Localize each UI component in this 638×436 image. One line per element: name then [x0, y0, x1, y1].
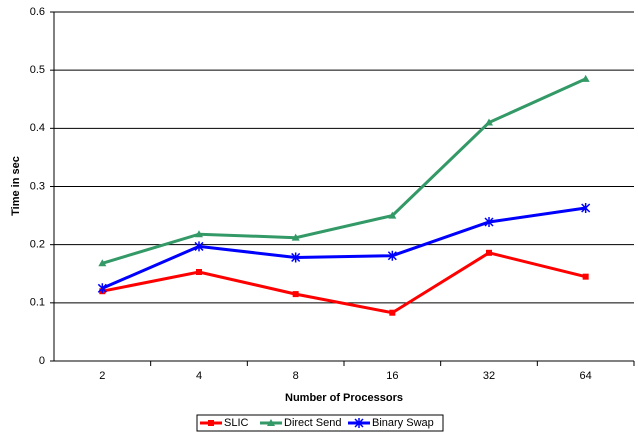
y-tick-label: 0.3	[30, 180, 45, 192]
marker	[208, 420, 214, 426]
series-line	[102, 251, 587, 315]
marker	[387, 250, 397, 261]
x-tick-label: 2	[99, 370, 105, 382]
marker	[582, 273, 589, 280]
y-tick-label: 0.4	[30, 122, 45, 134]
marker	[291, 252, 301, 263]
x-tick-label: 32	[483, 370, 495, 382]
marker	[484, 216, 494, 227]
series-line	[101, 77, 587, 265]
series-line	[101, 206, 586, 290]
x-tick-label: 8	[293, 370, 299, 382]
legend-box	[196, 414, 444, 432]
marker	[486, 249, 492, 256]
marker	[354, 418, 364, 428]
marker	[581, 74, 590, 82]
marker	[388, 211, 397, 219]
y-tick-label: 0.1	[30, 297, 45, 309]
marker	[581, 203, 591, 214]
marker	[195, 230, 203, 238]
marker	[196, 269, 202, 276]
marker	[194, 241, 204, 252]
legend: SLIC Direct Send Binary Swap	[196, 414, 444, 432]
y-tick-label: 0.6	[30, 6, 45, 18]
marker	[292, 291, 299, 298]
y-tick-label: 0.5	[30, 64, 45, 76]
y-tick-label: 0.2	[30, 239, 45, 251]
y-tick-label: 0	[39, 355, 45, 367]
x-tick-label: 4	[196, 370, 202, 382]
y-axis-title: Time in sec	[10, 156, 22, 216]
x-tick-label: 16	[386, 370, 398, 382]
marker	[291, 233, 300, 241]
legend-label: Direct Send	[284, 417, 341, 429]
legend-label: Binary Swap	[372, 417, 434, 429]
marker	[389, 309, 396, 316]
marker	[485, 118, 493, 126]
x-axis-title: Number of Processors	[285, 392, 403, 404]
marker	[98, 259, 107, 267]
marker	[97, 283, 107, 294]
x-tick-label: 64	[580, 370, 592, 382]
legend-label: SLIC	[224, 417, 249, 429]
marker	[267, 419, 275, 426]
